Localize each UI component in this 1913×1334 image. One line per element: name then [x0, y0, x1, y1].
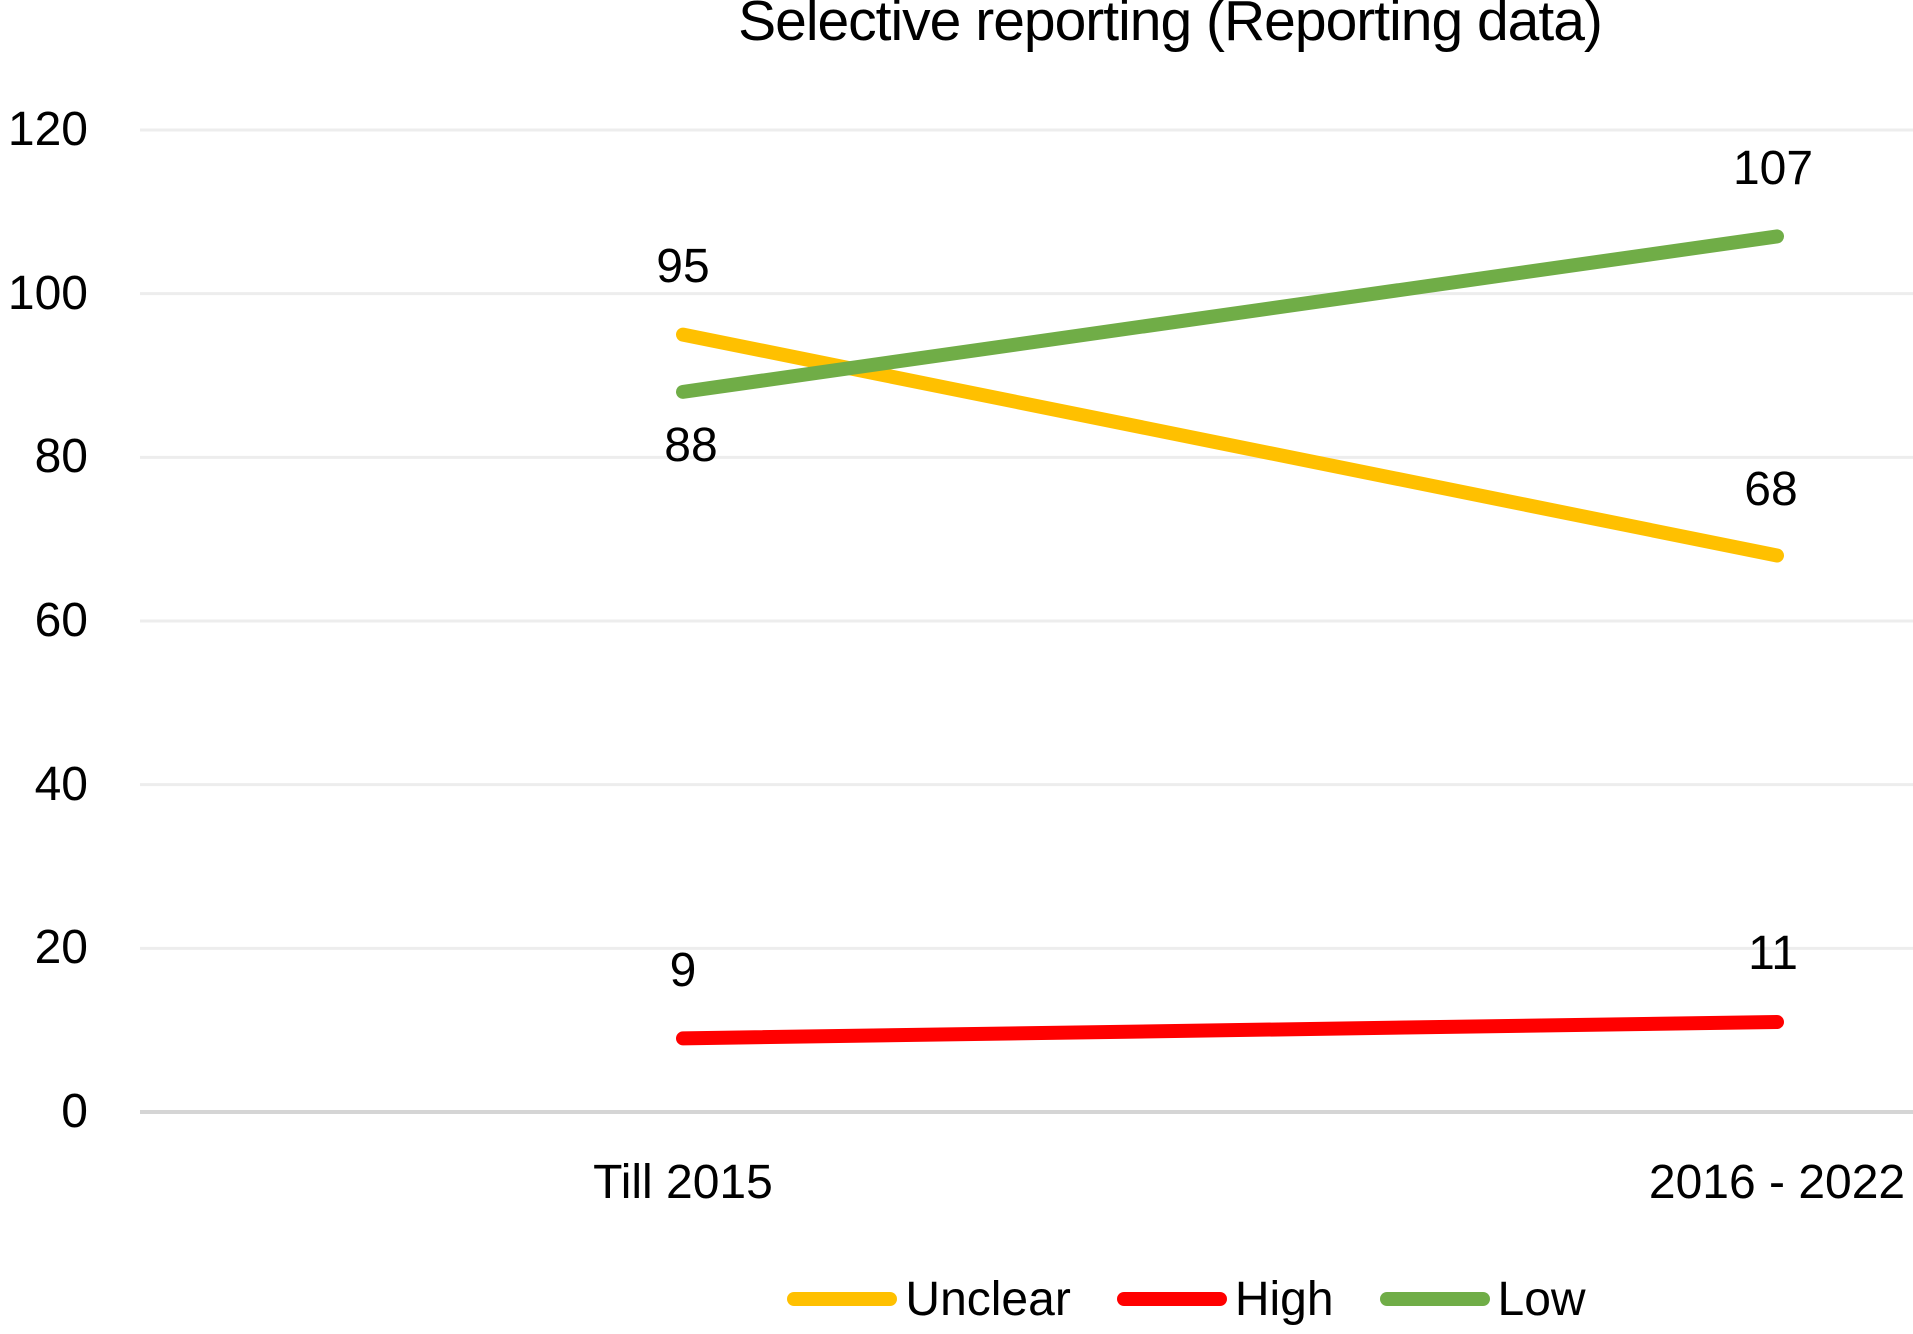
legend-label: Low [1497, 1272, 1586, 1326]
data-label-low: 88 [664, 418, 718, 472]
legend-label: High [1234, 1272, 1334, 1326]
legend-label: Unclear [905, 1272, 1071, 1326]
y-tick-label: 20 [34, 921, 88, 975]
legend: Unclear High Low [230, 1266, 1913, 1332]
data-label-low: 107 [1732, 142, 1814, 196]
legend-swatch-icon [1379, 1292, 1490, 1306]
legend-item-unclear: Unclear [787, 1272, 1071, 1327]
legend-item-high: High [1116, 1272, 1334, 1327]
y-tick-label: 120 [7, 103, 88, 156]
series-line-high [676, 1014, 1784, 1046]
legend-swatch-icon [787, 1292, 898, 1306]
data-label-unclear: 68 [1744, 462, 1798, 516]
y-tick-label: 80 [34, 430, 88, 484]
y-tick-label: 100 [7, 266, 88, 320]
data-label-high: 11 [1748, 926, 1798, 980]
chart-title: Selective reporting (Reporting data) [738, 0, 1603, 53]
y-tick-label: 40 [34, 757, 88, 811]
series-line-low [676, 229, 1784, 399]
data-label-high: 9 [669, 944, 697, 998]
legend-swatch-icon [1116, 1292, 1227, 1306]
y-tick-label: 60 [34, 594, 88, 647]
data-label-unclear: 95 [656, 239, 710, 293]
x-tick-label: 2016 - 2022 [1648, 1156, 1906, 1209]
legend-item-low: Low [1379, 1272, 1586, 1327]
y-tick-label: 0 [61, 1085, 88, 1138]
x-tick-label: Till 2015 [593, 1156, 773, 1209]
